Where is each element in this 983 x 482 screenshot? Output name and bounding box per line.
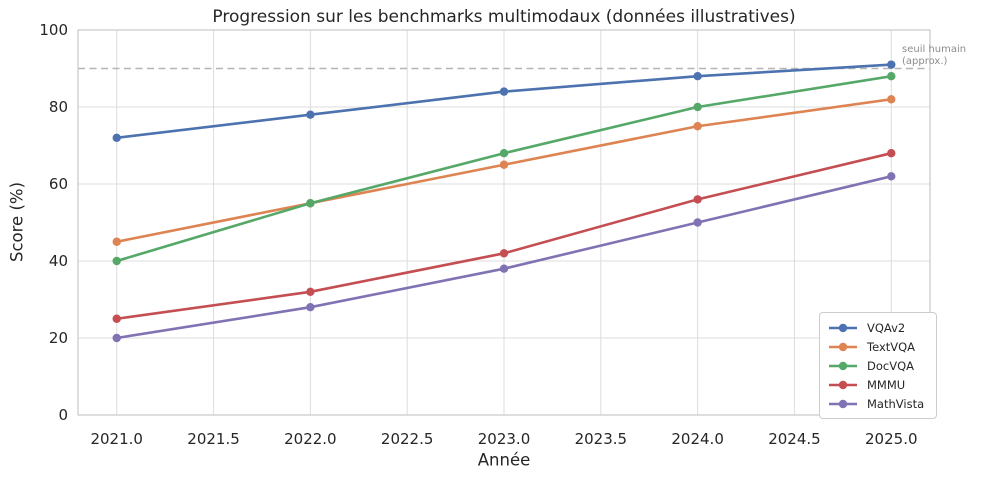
data-point-vqav2 [306, 110, 315, 119]
x-tick-label: 2023.0 [478, 430, 531, 448]
legend-item-textvqa: TextVQA [828, 339, 924, 354]
legend-marker-icon [829, 361, 857, 370]
legend-label: VQAv2 [867, 320, 906, 335]
data-point-mathvista [112, 333, 121, 343]
y-tick-label: 100 [39, 21, 68, 39]
data-point-mmmu [306, 287, 315, 296]
y-tick-label: 0 [58, 406, 68, 424]
legend-item-mathvista: MathVista [828, 396, 924, 411]
legend-marker-icon [829, 342, 857, 351]
data-point-vqav2 [887, 60, 896, 69]
data-point-mathvista [499, 264, 509, 273]
data-point-textvqa [693, 122, 702, 131]
x-axis-label: Année [477, 450, 531, 470]
data-point-vqav2 [499, 87, 509, 96]
y-tick-label: 20 [49, 329, 68, 347]
data-point-mmmu [499, 249, 509, 258]
data-point-vqav2 [112, 133, 121, 142]
data-point-docvqa [306, 199, 315, 208]
legend-marker-icon [829, 380, 857, 389]
data-point-textvqa [887, 95, 896, 104]
x-tick-label: 2025.0 [865, 430, 918, 448]
data-point-mathvista [887, 172, 896, 181]
chart-title: Progression sur les benchmarks multimoda… [212, 7, 796, 27]
y-tick-label: 60 [49, 175, 68, 193]
data-point-vqav2 [693, 72, 702, 81]
legend-label: DocVQA [867, 358, 914, 373]
x-tick-label: 2021.5 [187, 430, 240, 448]
data-point-mathvista [693, 218, 702, 227]
legend-label: TextVQA [867, 339, 916, 354]
data-point-docvqa [693, 102, 702, 112]
x-tick-label: 2021.0 [90, 430, 143, 448]
threshold-annotation: seuil humain (approx.) [902, 44, 967, 67]
data-point-docvqa [112, 256, 121, 266]
legend-item-docvqa: DocVQA [828, 358, 924, 373]
axes-spines [77, 29, 931, 416]
y-axis-label: Score (%) [7, 181, 27, 263]
legend-label: MathVista [867, 396, 925, 411]
x-tick-label: 2024.0 [671, 430, 724, 448]
y-tick-label: 80 [49, 98, 68, 116]
data-point-mmmu [693, 195, 702, 204]
y-tick-label: 40 [49, 252, 68, 270]
x-tick-label: 2022.0 [284, 430, 337, 448]
data-point-textvqa [112, 237, 121, 246]
legend-marker-icon [829, 323, 857, 332]
legend-item-vqav2: VQAv2 [828, 320, 924, 335]
legend: VQAv2 TextVQA DocVQA MMMU MathVista [819, 312, 938, 419]
legend-label: MMMU [867, 377, 906, 392]
x-tick-label: 2023.5 [575, 430, 628, 448]
x-tick-label: 2024.5 [768, 430, 821, 448]
data-point-mmmu [112, 314, 121, 323]
data-point-mathvista [306, 303, 315, 312]
data-point-docvqa [499, 149, 509, 158]
legend-marker-icon [829, 399, 857, 408]
data-point-mmmu [887, 149, 896, 158]
x-tick-label: 2022.5 [381, 430, 434, 448]
data-point-textvqa [499, 160, 509, 169]
legend-item-mmmu: MMMU [828, 377, 924, 392]
data-point-docvqa [887, 72, 896, 81]
